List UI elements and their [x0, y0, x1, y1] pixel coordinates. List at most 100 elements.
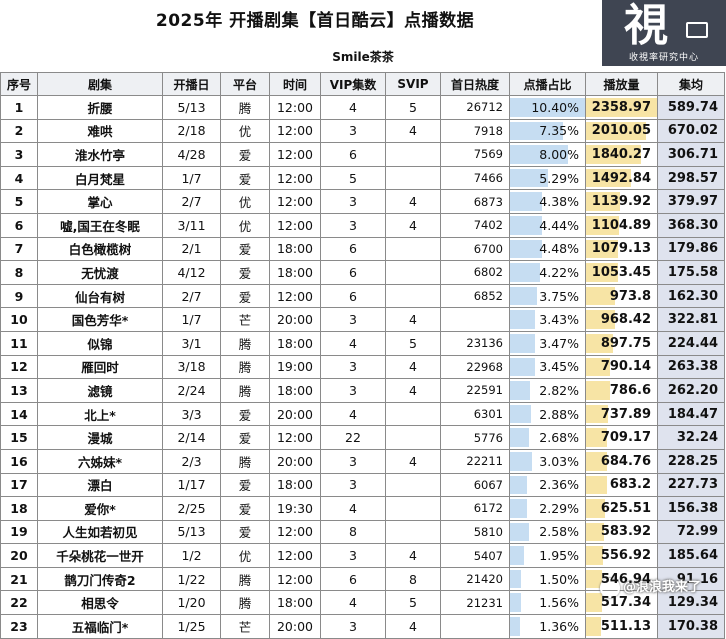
cell-views-text: 2358.97: [591, 99, 651, 115]
cell-share-text: 4.38%: [539, 194, 579, 210]
cell-platform: 爱: [220, 425, 270, 450]
cell-date: 4/12: [162, 260, 221, 285]
cell-date: 1/7: [162, 307, 221, 332]
cell-views: 684.76: [585, 448, 658, 474]
cell-platform: 腾: [220, 95, 270, 120]
share-bar: [510, 475, 528, 495]
cell-time: 20:00: [269, 307, 321, 332]
cell-vip: 4: [320, 496, 386, 521]
table-row: 6 嘘,国王在冬眠 3/11 优 12:00 3 4 7402 4.44% 1104.89 368.…: [0, 212, 725, 238]
cell-time: 19:00: [269, 354, 321, 380]
cell-date: 2/24: [162, 378, 221, 403]
cell-title: 相思令: [37, 590, 163, 616]
table-row: 1 折腰 5/13 腾 12:00 4 5 26712 10.40% 2358.97 589.74: [0, 95, 725, 120]
views-bar: [586, 404, 609, 424]
cell-share: 3.03%: [509, 448, 586, 474]
cell-views: 2010.05: [585, 118, 658, 144]
views-bar: [586, 333, 614, 353]
cell-idx: 21: [0, 566, 38, 592]
share-bar: [510, 98, 585, 117]
cell-share-text: 2.82%: [539, 382, 579, 398]
cell-date: 1/17: [162, 472, 221, 498]
share-bar: [510, 168, 549, 188]
cell-idx: 22: [0, 590, 38, 616]
cell-title: 白色橄榄树: [37, 236, 163, 262]
cell-vip: 3: [320, 212, 386, 238]
cell-idx: 8: [0, 260, 38, 285]
cell-title: 嘘,国王在冬眠: [37, 212, 163, 238]
cell-svip: [385, 260, 441, 285]
share-bar: [510, 121, 564, 141]
cell-platform: 爱: [220, 283, 270, 309]
cell-date: 1/7: [162, 165, 221, 191]
cell-heat: 5810: [440, 519, 510, 545]
cell-heat: 7918: [440, 118, 510, 144]
views-bar: [586, 428, 608, 447]
cell-heat: [440, 614, 510, 639]
views-bar: [586, 381, 610, 400]
cell-date: 2/7: [162, 283, 221, 309]
cell-time: 12:00: [269, 543, 321, 568]
cell-avg: 298.57: [657, 165, 725, 191]
cell-platform: 腾: [220, 448, 270, 474]
cell-avg: 170.38: [657, 614, 725, 639]
cell-share: 2.82%: [509, 378, 586, 403]
cell-views-text: 546.94: [600, 571, 651, 587]
cell-heat: 6802: [440, 260, 510, 285]
cell-svip: [385, 496, 441, 521]
cell-share-text: 2.88%: [539, 406, 579, 422]
cell-idx: 20: [0, 543, 38, 568]
cell-svip: [385, 283, 441, 309]
views-bar: [586, 215, 620, 235]
views-bar: [586, 145, 642, 164]
cell-date: 2/25: [162, 496, 221, 521]
cell-title: 掌心: [37, 189, 163, 214]
cell-idx: 13: [0, 378, 38, 403]
cell-heat: 22968: [440, 354, 510, 380]
cell-heat: [440, 307, 510, 332]
share-bar: [510, 428, 530, 447]
share-bar: [510, 192, 542, 211]
cell-platform: 优: [220, 543, 270, 568]
cell-idx: 12: [0, 354, 38, 380]
table-row: 14 北上* 3/3 爱 20:00 4 6301 2.88% 737.89 184.47: [0, 401, 725, 427]
cell-views: 786.6: [585, 378, 658, 403]
table-row: 9 仙台有树 2/7 爱 12:00 6 6852 3.75% 973.8 162.30: [0, 283, 725, 309]
table-row: 2 难哄 2/18 优 12:00 3 4 7918 7.35% 2010.05 670.02: [0, 118, 725, 144]
cell-views: 511.13: [585, 614, 658, 639]
table-row: 13 滤镜 2/24 腾 18:00 3 4 22591 2.82% 786.6 262.20: [0, 378, 725, 403]
share-bar: [510, 617, 520, 636]
cell-platform: 芒: [220, 307, 270, 332]
cell-share: 3.75%: [509, 283, 586, 309]
cell-share-text: 3.03%: [539, 453, 579, 469]
cell-svip: [385, 401, 441, 427]
cell-views-text: 737.89: [600, 406, 651, 422]
cell-platform: 腾: [220, 566, 270, 592]
table-row: 19 人生如若初见 5/13 爱 12:00 8 5810 2.58% 583.92 72.99: [0, 519, 725, 545]
cell-heat: 22211: [440, 448, 510, 474]
cell-time: 18:00: [269, 472, 321, 498]
cell-time: 18:00: [269, 378, 321, 403]
logo-caption: 收視率研究中心: [628, 53, 699, 63]
cell-time: 18:00: [269, 330, 321, 356]
cell-svip: 4: [385, 614, 441, 639]
cell-views-text: 790.14: [600, 359, 651, 375]
views-bar: [586, 546, 603, 565]
cell-title: 北上*: [37, 401, 163, 427]
cell-share-text: 4.48%: [539, 241, 579, 257]
cell-platform: 腾: [220, 378, 270, 403]
cell-vip: 6: [320, 283, 386, 309]
cell-idx: 10: [0, 307, 38, 332]
cell-date: 2/7: [162, 189, 221, 214]
cell-share-text: 3.45%: [539, 359, 579, 375]
cell-platform: 优: [220, 212, 270, 238]
cell-views: 1053.45: [585, 260, 658, 285]
author-label: Smile茶茶: [332, 50, 394, 64]
cell-heat: 6067: [440, 472, 510, 498]
cell-platform: 优: [220, 118, 270, 144]
cell-title: 雁回时: [37, 354, 163, 380]
cell-views: 790.14: [585, 354, 658, 380]
cell-avg: 670.02: [657, 118, 725, 144]
header-avg: 集均: [657, 72, 725, 96]
cell-views: 968.42: [585, 307, 658, 332]
